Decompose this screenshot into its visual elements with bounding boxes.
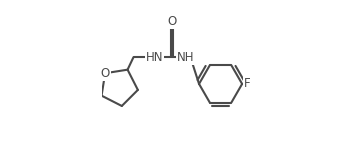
Text: F: F	[244, 77, 251, 90]
Text: O: O	[101, 67, 110, 80]
Text: NH: NH	[177, 51, 194, 64]
Text: O: O	[167, 15, 176, 28]
Text: HN: HN	[146, 51, 163, 64]
